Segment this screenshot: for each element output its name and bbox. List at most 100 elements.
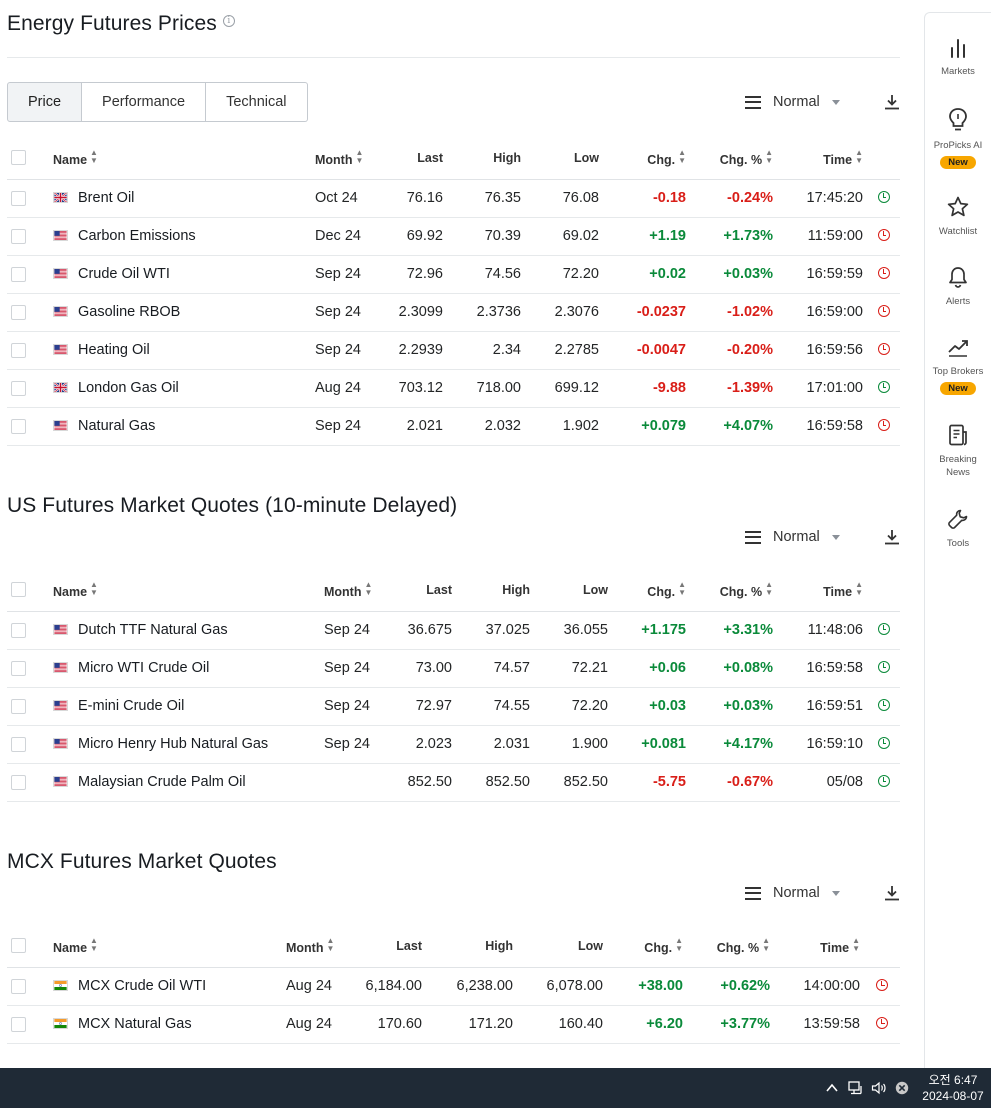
row-checkbox[interactable] (11, 342, 26, 358)
sidebar-item-alerts[interactable]: Alerts (925, 265, 991, 308)
row-checkbox[interactable] (11, 698, 26, 714)
sidebar-item-watchlist[interactable]: Watchlist (925, 195, 991, 238)
instrument-link[interactable]: Crude Oil WTI (78, 266, 170, 282)
instrument-link[interactable]: Natural Gas (78, 418, 156, 434)
column-header-last[interactable]: Last (392, 569, 456, 612)
select-all-checkbox[interactable] (11, 150, 26, 166)
change-percent: +3.77% (687, 1005, 774, 1044)
column-header-high[interactable]: High (447, 137, 525, 180)
row-checkbox[interactable] (11, 228, 26, 244)
tab-technical[interactable]: Technical (206, 82, 308, 122)
mcx-view-mode-select[interactable]: Normal (745, 881, 840, 905)
tab-performance[interactable]: Performance (82, 82, 207, 122)
instrument-link[interactable]: Brent Oil (78, 190, 135, 206)
column-header-low[interactable]: Low (534, 569, 612, 612)
flag-india-icon (53, 1018, 68, 1029)
low-price: 699.12 (525, 369, 603, 408)
column-header-chg[interactable]: Chg.▲ ▼ (603, 137, 690, 180)
network-icon[interactable] (848, 1081, 864, 1095)
sidebar-item-breaking-news[interactable]: Breaking News (925, 423, 991, 479)
column-header-chg-%[interactable]: Chg. %▲ ▼ (690, 137, 777, 180)
table-row: E-mini Crude Oil Sep 24 72.97 74.55 72.20 +0.… (7, 687, 900, 726)
download-icon[interactable] (883, 528, 901, 546)
row-checkbox[interactable] (11, 418, 26, 434)
column-header-last[interactable]: Last (383, 137, 447, 180)
download-icon[interactable] (883, 93, 901, 111)
change-percent: +4.07% (690, 407, 777, 446)
bar-chart-icon (951, 39, 965, 58)
sidebar-item-markets[interactable]: Markets (925, 37, 991, 78)
high-price: 37.025 (456, 611, 534, 650)
info-icon[interactable]: i (222, 15, 235, 27)
high-price: 76.35 (447, 179, 525, 218)
row-checkbox[interactable] (11, 380, 26, 396)
row-checkbox[interactable] (11, 622, 26, 638)
update-time: 16:59:10 (777, 725, 867, 764)
instrument-link[interactable]: Gasoline RBOB (78, 304, 181, 320)
column-header-chg-%[interactable]: Chg. %▲ ▼ (687, 925, 774, 968)
column-header-month[interactable]: Month▲ ▼ (320, 569, 392, 612)
flag-uk-icon (53, 192, 68, 203)
column-header-time[interactable]: Time▲ ▼ (777, 569, 867, 612)
high-price: 2.031 (456, 725, 534, 764)
row-checkbox[interactable] (11, 304, 26, 320)
select-all-checkbox[interactable] (11, 938, 26, 954)
tab-price[interactable]: Price (7, 82, 83, 122)
contract-month: Sep 24 (320, 725, 392, 764)
select-all-checkbox[interactable] (11, 582, 26, 598)
row-checkbox[interactable] (11, 1016, 26, 1032)
column-header-low[interactable]: Low (517, 925, 607, 968)
row-checkbox[interactable] (11, 266, 26, 282)
instrument-link[interactable]: MCX Natural Gas (78, 1016, 192, 1032)
taskbar-clock[interactable]: 오전 6:47 2024-08-07 (918, 1072, 988, 1104)
sidebar-item-tools[interactable]: Tools (925, 507, 991, 550)
column-header-name[interactable]: Name▲ ▼ (49, 569, 320, 612)
high-price: 2.032 (447, 407, 525, 446)
column-header-month[interactable]: Month▲ ▼ (311, 137, 383, 180)
clock-icon (877, 623, 890, 635)
last-price: 2.021 (383, 407, 447, 446)
instrument-link[interactable]: London Gas Oil (78, 380, 179, 396)
sidebar-item-top-brokers[interactable]: Top Brokers New (925, 335, 991, 396)
column-header-chg-%[interactable]: Chg. %▲ ▼ (690, 569, 777, 612)
change-percent: -0.67% (690, 763, 777, 802)
row-checkbox[interactable] (11, 190, 26, 206)
instrument-link[interactable]: Micro WTI Crude Oil (78, 660, 210, 676)
column-header-time[interactable]: Time▲ ▼ (777, 137, 867, 180)
chevron-up-icon[interactable] (825, 1081, 839, 1095)
column-header-high[interactable]: High (426, 925, 517, 968)
us-futures-title: US Futures Market Quotes (10-minute Dela… (7, 494, 458, 517)
speaker-icon[interactable] (871, 1081, 887, 1095)
instrument-link[interactable]: MCX Crude Oil WTI (78, 978, 207, 994)
close-circle-icon[interactable] (895, 1081, 909, 1095)
column-header-name[interactable]: Name▲ ▼ (49, 137, 311, 180)
instrument-link[interactable]: Heating Oil (78, 342, 150, 358)
column-header-month[interactable]: Month▲ ▼ (282, 925, 354, 968)
row-checkbox[interactable] (11, 736, 26, 752)
column-header-chg[interactable]: Chg.▲ ▼ (607, 925, 687, 968)
change-percent: +3.31% (690, 611, 777, 650)
row-checkbox[interactable] (11, 978, 26, 994)
instrument-link[interactable]: Malaysian Crude Palm Oil (78, 774, 246, 790)
download-icon[interactable] (883, 884, 901, 902)
column-header-chg[interactable]: Chg.▲ ▼ (612, 569, 690, 612)
sort-icon: ▲ ▼ (765, 579, 773, 597)
flag-us-icon (53, 776, 68, 787)
column-header-name[interactable]: Name▲ ▼ (49, 925, 282, 968)
high-price: 74.57 (456, 649, 534, 688)
column-header-high[interactable]: High (456, 569, 534, 612)
contract-month: Sep 24 (311, 331, 383, 370)
sidebar-item-propicks[interactable]: ProPicks AI New (925, 107, 991, 170)
row-checkbox[interactable] (11, 660, 26, 676)
column-header-low[interactable]: Low (525, 137, 603, 180)
view-mode-select[interactable]: Normal (745, 90, 840, 114)
instrument-link[interactable]: Dutch TTF Natural Gas (78, 622, 228, 638)
row-checkbox[interactable] (11, 774, 26, 790)
column-header-time[interactable]: Time▲ ▼ (774, 925, 864, 968)
instrument-link[interactable]: Micro Henry Hub Natural Gas (78, 736, 269, 752)
column-header-last[interactable]: Last (354, 925, 426, 968)
mcx-futures-title: MCX Futures Market Quotes (7, 850, 277, 873)
instrument-link[interactable]: E-mini Crude Oil (78, 698, 185, 714)
us-futures-view-mode-select[interactable]: Normal (745, 525, 840, 549)
instrument-link[interactable]: Carbon Emissions (78, 228, 196, 244)
